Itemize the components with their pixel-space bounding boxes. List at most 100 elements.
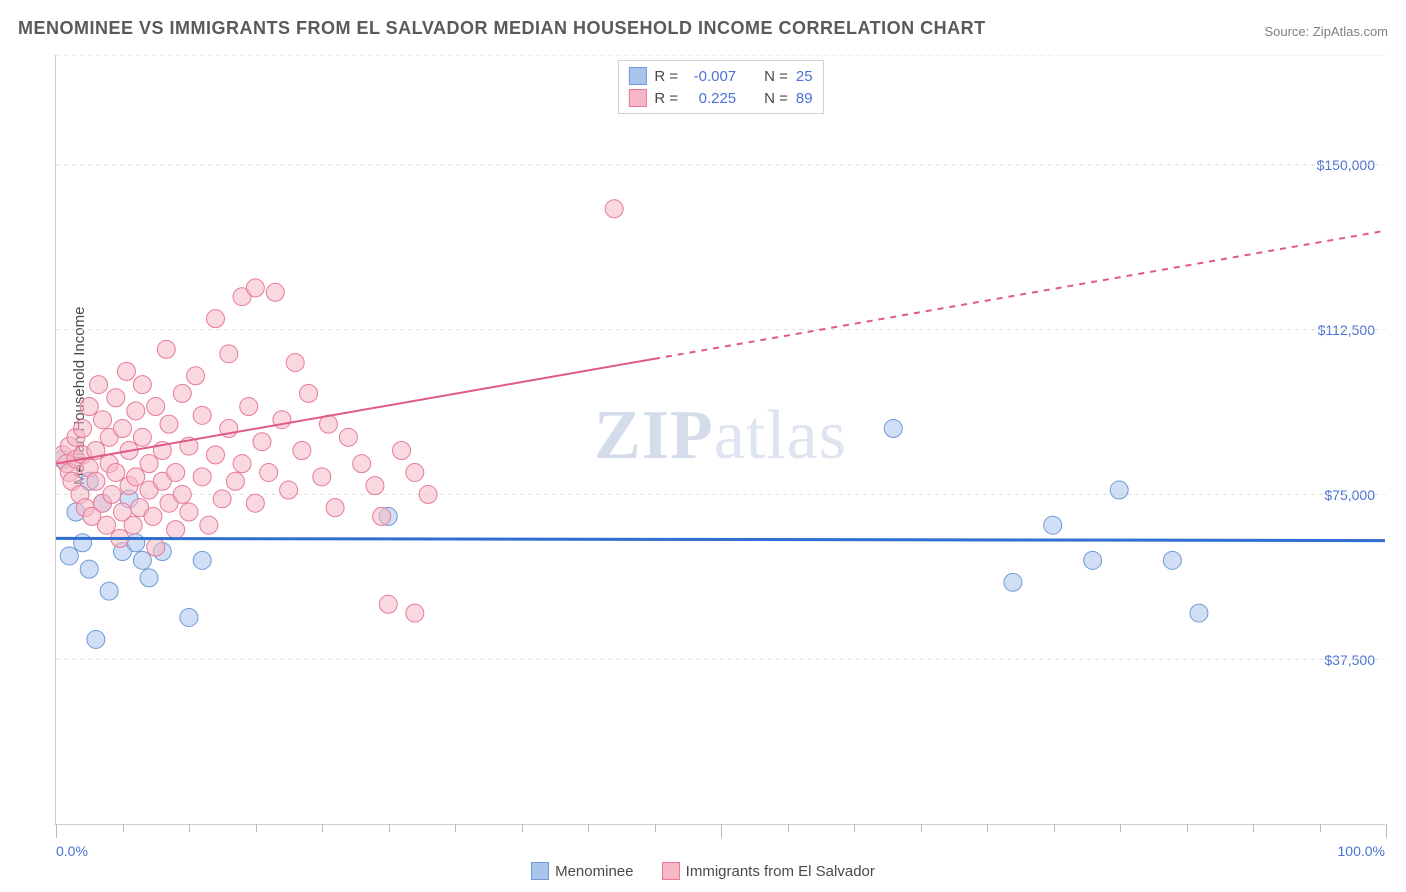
scatter-point bbox=[133, 428, 151, 446]
scatter-point bbox=[1110, 481, 1128, 499]
scatter-point bbox=[213, 490, 231, 508]
scatter-point bbox=[107, 463, 125, 481]
n-value-0: 25 bbox=[796, 68, 813, 85]
scatter-point bbox=[103, 485, 121, 503]
legend-swatch-0 bbox=[628, 67, 646, 85]
scatter-point bbox=[98, 516, 116, 534]
scatter-point bbox=[80, 560, 98, 578]
scatter-point bbox=[173, 384, 191, 402]
scatter-point bbox=[133, 376, 151, 394]
scatter-point bbox=[147, 398, 165, 416]
legend-series: Menominee Immigrants from El Salvador bbox=[0, 862, 1406, 884]
legend-item-0: Menominee bbox=[531, 862, 633, 880]
scatter-point bbox=[373, 507, 391, 525]
scatter-point bbox=[87, 630, 105, 648]
x-tick bbox=[1187, 824, 1188, 832]
x-tick bbox=[522, 824, 523, 832]
x-tick bbox=[854, 824, 855, 832]
x-tick bbox=[123, 824, 124, 832]
scatter-point bbox=[240, 398, 258, 416]
scatter-point bbox=[406, 463, 424, 481]
scatter-point bbox=[605, 200, 623, 218]
legend-label-0: Menominee bbox=[555, 863, 633, 880]
scatter-point bbox=[226, 472, 244, 490]
x-tick bbox=[1054, 824, 1055, 832]
legend-stats: R = -0.007 N = 25 R = 0.225 N = 89 bbox=[617, 60, 823, 114]
scatter-point bbox=[127, 534, 145, 552]
x-axis-value: 0.0% bbox=[56, 843, 88, 859]
scatter-point bbox=[393, 441, 411, 459]
legend-swatch-b0 bbox=[531, 862, 549, 880]
scatter-point bbox=[117, 362, 135, 380]
scatter-point bbox=[160, 415, 178, 433]
scatter-point bbox=[326, 499, 344, 517]
chart-title: MENOMINEE VS IMMIGRANTS FROM EL SALVADOR… bbox=[18, 18, 986, 39]
scatter-point bbox=[107, 389, 125, 407]
x-tick bbox=[1320, 824, 1321, 832]
x-tick bbox=[721, 824, 722, 838]
scatter-point bbox=[1163, 551, 1181, 569]
scatter-point bbox=[253, 433, 271, 451]
x-tick bbox=[987, 824, 988, 832]
trend-line bbox=[56, 359, 654, 464]
x-tick bbox=[1120, 824, 1121, 832]
scatter-point bbox=[180, 503, 198, 521]
scatter-point bbox=[173, 485, 191, 503]
x-tick bbox=[655, 824, 656, 832]
scatter-point bbox=[60, 547, 78, 565]
scatter-point bbox=[286, 354, 304, 372]
scatter-point bbox=[87, 472, 105, 490]
scatter-point bbox=[193, 406, 211, 424]
scatter-point bbox=[884, 420, 902, 438]
scatter-point bbox=[406, 604, 424, 622]
x-tick bbox=[1386, 824, 1387, 838]
scatter-point bbox=[206, 310, 224, 328]
scatter-point bbox=[80, 398, 98, 416]
scatter-point bbox=[133, 551, 151, 569]
legend-stats-row-0: R = -0.007 N = 25 bbox=[628, 65, 812, 87]
legend-stats-row-1: R = 0.225 N = 89 bbox=[628, 87, 812, 109]
scatter-point bbox=[193, 468, 211, 486]
scatter-point bbox=[233, 455, 251, 473]
scatter-point bbox=[353, 455, 371, 473]
x-tick bbox=[256, 824, 257, 832]
scatter-point bbox=[113, 420, 131, 438]
scatter-point bbox=[246, 279, 264, 297]
scatter-point bbox=[1004, 573, 1022, 591]
r-value-1: 0.225 bbox=[686, 90, 736, 107]
scatter-point bbox=[366, 477, 384, 495]
scatter-point bbox=[90, 376, 108, 394]
r-label: R = bbox=[654, 90, 678, 107]
x-tick bbox=[56, 824, 57, 838]
x-tick bbox=[921, 824, 922, 832]
scatter-point bbox=[246, 494, 264, 512]
x-tick bbox=[322, 824, 323, 832]
r-value-0: -0.007 bbox=[686, 68, 736, 85]
scatter-point bbox=[94, 411, 112, 429]
scatter-point bbox=[293, 441, 311, 459]
scatter-point bbox=[300, 384, 318, 402]
scatter-point bbox=[74, 420, 92, 438]
scatter-point bbox=[140, 569, 158, 587]
scatter-point bbox=[144, 507, 162, 525]
trend-line-dashed bbox=[654, 231, 1385, 359]
scatter-point bbox=[266, 283, 284, 301]
scatter-point bbox=[127, 402, 145, 420]
source-label: Source: ZipAtlas.com bbox=[1264, 24, 1388, 39]
trend-line bbox=[56, 538, 1385, 540]
scatter-point bbox=[313, 468, 331, 486]
x-tick bbox=[588, 824, 589, 832]
scatter-point bbox=[220, 345, 238, 363]
scatter-point bbox=[200, 516, 218, 534]
n-label: N = bbox=[764, 68, 788, 85]
legend-swatch-b1 bbox=[662, 862, 680, 880]
scatter-point bbox=[339, 428, 357, 446]
x-tick bbox=[1253, 824, 1254, 832]
scatter-point bbox=[280, 481, 298, 499]
scatter-point bbox=[167, 463, 185, 481]
scatter-point bbox=[260, 463, 278, 481]
scatter-point bbox=[124, 516, 142, 534]
r-label: R = bbox=[654, 68, 678, 85]
scatter-point bbox=[74, 534, 92, 552]
n-label: N = bbox=[764, 90, 788, 107]
